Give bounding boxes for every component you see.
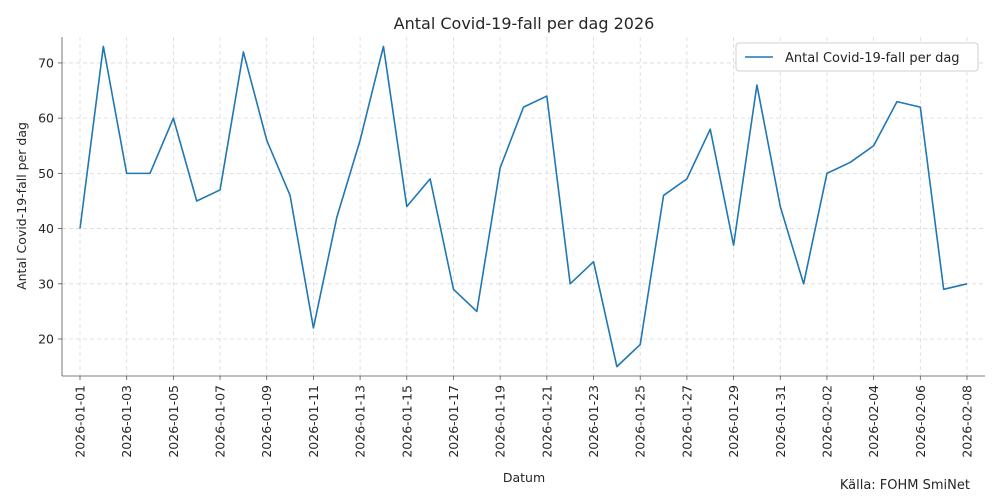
- data-point: [429, 177, 432, 180]
- data-point: [335, 216, 338, 219]
- x-tick-label: 2026-01-27: [679, 385, 694, 458]
- data-point: [709, 128, 712, 131]
- data-point: [289, 194, 292, 197]
- x-tick-label: 2026-01-21: [539, 385, 554, 458]
- axes: [61, 37, 985, 377]
- data-point: [499, 166, 502, 169]
- x-tick-label: 2026-01-23: [586, 385, 601, 458]
- data-point: [895, 100, 898, 103]
- x-tick-label: 2026-01-13: [353, 385, 368, 458]
- data-point: [102, 45, 105, 48]
- data-point: [919, 106, 922, 109]
- series-layer: [79, 45, 969, 368]
- data-point: [966, 282, 969, 285]
- y-tick-label: 50: [38, 166, 54, 181]
- x-axis-label: Datum: [503, 470, 545, 485]
- y-axis-label: Antal Covid-19-fall per dag: [14, 122, 29, 290]
- data-point: [779, 205, 782, 208]
- data-point: [219, 188, 222, 191]
- grid: [62, 37, 985, 376]
- x-tick-label: 2026-01-05: [166, 385, 181, 458]
- x-tick-label: 2026-01-03: [119, 385, 134, 458]
- data-point: [382, 45, 385, 48]
- data-point: [569, 282, 572, 285]
- x-tick-label: 2026-01-31: [773, 385, 788, 458]
- data-point: [195, 199, 198, 202]
- legend-box: [735, 42, 979, 72]
- x-tick-label: 2026-01-29: [726, 385, 741, 458]
- data-point: [149, 172, 152, 175]
- data-point: [849, 161, 852, 164]
- data-point: [942, 288, 945, 291]
- data-point: [79, 227, 82, 230]
- x-tick-label: 2026-02-06: [913, 385, 928, 458]
- y-tick-label: 40: [38, 221, 54, 236]
- y-tick-label: 70: [38, 55, 54, 70]
- data-point: [172, 117, 175, 120]
- x-tick-label: 2026-02-08: [960, 385, 975, 458]
- x-axis-ticks: 2026-01-01 2026-01-03 2026-01-05 2026-01-07…: [73, 376, 975, 458]
- data-point: [242, 50, 245, 53]
- x-tick-label: 2026-01-17: [446, 385, 461, 458]
- y-tick-label: 30: [38, 276, 54, 291]
- source-note: Källa: FOHM SmiNet: [840, 478, 970, 493]
- x-tick-label: 2026-01-19: [493, 385, 508, 458]
- data-point: [265, 139, 268, 142]
- data-point: [405, 205, 408, 208]
- data-point: [545, 95, 548, 98]
- data-point: [615, 365, 618, 368]
- x-tick-label: 2026-01-07: [213, 385, 228, 458]
- y-axis-ticks: 20 30 40 50 60 70: [38, 55, 62, 347]
- data-point: [312, 326, 315, 329]
- legend-label: Antal Covid-19-fall per dag: [785, 51, 960, 66]
- data-point: [732, 244, 735, 247]
- data-point: [872, 144, 875, 147]
- x-tick-label: 2026-01-01: [73, 385, 88, 458]
- data-point: [662, 194, 665, 197]
- x-tick-label: 2026-01-25: [633, 385, 648, 458]
- data-point: [125, 172, 128, 175]
- data-point: [802, 282, 805, 285]
- x-tick-label: 2026-01-11: [306, 385, 321, 458]
- data-point: [522, 106, 525, 109]
- data-point: [755, 84, 758, 87]
- chart-title: Antal Covid-19-fall per dag 2026: [394, 14, 655, 33]
- data-point: [639, 343, 642, 346]
- data-point: [452, 288, 455, 291]
- series-line: [79, 45, 968, 368]
- x-tick-label: 2026-02-04: [866, 385, 881, 458]
- data-point: [685, 177, 688, 180]
- legend: Antal Covid-19-fall per dag: [735, 42, 979, 72]
- x-tick-label: 2026-01-15: [399, 385, 414, 458]
- x-tick-label: 2026-01-09: [259, 385, 274, 458]
- x-tick-label: 2026-02-02: [819, 385, 834, 458]
- data-point: [592, 260, 595, 263]
- y-tick-label: 20: [38, 332, 54, 347]
- data-point: [825, 172, 828, 175]
- y-tick-label: 60: [38, 111, 54, 126]
- data-point: [475, 310, 478, 313]
- data-point: [359, 139, 362, 142]
